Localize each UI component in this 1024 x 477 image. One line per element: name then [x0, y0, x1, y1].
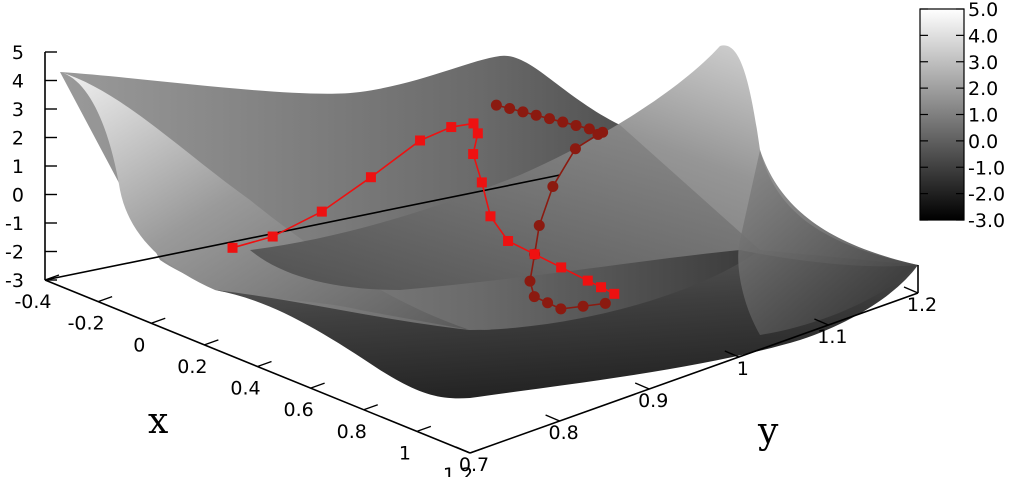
series-point — [472, 128, 483, 139]
series-point — [599, 297, 611, 309]
x-tick-label: 1 — [399, 442, 411, 464]
y-ticks: 0.7 0.8 0.9 1 1.1 1.2 — [455, 286, 937, 476]
x-ticks: -0.4 -0.2 0 0.2 0.4 0.6 0.8 1 1.2 — [14, 274, 485, 477]
x-tick-label: 1.2 — [443, 464, 473, 477]
y-tick-mark — [724, 350, 740, 358]
colorbar-tick-label: 3.0 — [968, 52, 998, 74]
colorbar-ticks: 5.0 4.0 3.0 2.0 1.0 0.0 -1.0 -2.0 -3.0 — [920, 0, 1005, 232]
y-tick-mark — [903, 286, 919, 294]
y-tick-label: 0.9 — [638, 390, 668, 412]
series-point — [547, 180, 559, 192]
x-tick-label: 0.2 — [177, 356, 207, 378]
y-axis-line — [469, 292, 919, 454]
series-point — [542, 297, 554, 309]
series-point — [365, 172, 376, 183]
series-point — [503, 235, 514, 246]
surface — [60, 45, 918, 399]
series-point — [468, 118, 479, 129]
back-axis-line — [44, 174, 561, 281]
series-point — [543, 113, 555, 125]
series-point — [577, 300, 589, 312]
series-point — [530, 109, 542, 121]
series-point — [528, 291, 540, 303]
z-tick-label: 1 — [12, 156, 24, 178]
z-tick-label: 5 — [12, 42, 24, 64]
y-tick-mark — [545, 414, 560, 422]
z-tick-label: 4 — [12, 71, 24, 93]
y-tick-label: 1 — [737, 358, 749, 380]
y-tick-mark — [455, 446, 471, 454]
series-point — [476, 177, 487, 188]
z-tick-label: -3 — [5, 270, 24, 292]
series-point — [555, 303, 567, 315]
y-tick-mark — [634, 382, 650, 390]
y-tick-label: 1.2 — [907, 294, 937, 316]
x-tick-mark — [44, 274, 60, 281]
z-tick-label: -1 — [5, 213, 24, 235]
series-point — [533, 220, 545, 232]
x-tick-label: 0.6 — [284, 399, 314, 421]
x-tick-mark — [469, 447, 485, 454]
series-point — [485, 211, 496, 222]
colorbar-tick-label: 2.0 — [968, 78, 998, 100]
colorbar-tick-label: -3.0 — [968, 210, 1005, 232]
y-tick-mark — [814, 318, 829, 326]
colorbar-tick-label: -2.0 — [968, 184, 1005, 206]
colorbar-tick-label: 4.0 — [968, 25, 998, 47]
colorbar: 5.0 4.0 3.0 2.0 1.0 0.0 -1.0 -2.0 -3.0 — [919, 0, 1005, 232]
series-point — [583, 123, 595, 135]
x-tick-mark — [310, 382, 325, 389]
series-point — [609, 288, 620, 299]
x-tick-label: 0.8 — [337, 421, 367, 443]
series-point — [529, 249, 540, 260]
z-tick-label: -2 — [5, 242, 24, 264]
colorbar-tick-label: -1.0 — [968, 157, 1005, 179]
series-point — [517, 106, 529, 118]
z-tick-label: 3 — [12, 99, 24, 121]
surface-left-slope — [60, 72, 470, 330]
y-axis-title: y — [757, 411, 779, 452]
series-point — [227, 242, 238, 253]
series-point — [267, 231, 278, 242]
x-axis-title: x — [148, 401, 168, 442]
colorbar-tick-label: 5.0 — [968, 0, 998, 21]
x-tick-mark — [416, 425, 432, 433]
series-point — [316, 206, 327, 217]
y-tick-label: 1.1 — [817, 326, 847, 348]
series-point — [446, 122, 457, 133]
x-tick-mark — [204, 339, 219, 346]
z-tick-label: 2 — [12, 128, 24, 150]
series-point — [415, 135, 426, 146]
colorbar-tick-label: 0.0 — [968, 131, 998, 153]
series-point — [592, 128, 604, 140]
y-tick-label: 0.8 — [548, 422, 578, 444]
series-point — [569, 143, 581, 155]
series-point — [570, 119, 582, 131]
series-point — [468, 149, 479, 160]
x-tick-label: 0.4 — [230, 378, 260, 400]
z-ticks: -3 -2 -1 0 1 2 3 4 5 — [5, 42, 57, 292]
series-point — [596, 282, 607, 293]
series-point — [504, 102, 516, 114]
x-tick-mark — [151, 317, 166, 324]
y-tick-label: 0.7 — [459, 454, 489, 476]
series-layer — [227, 99, 620, 315]
x-tick-mark — [257, 360, 272, 368]
x-tick-label: -0.4 — [14, 291, 51, 313]
series-point — [490, 99, 502, 111]
series-point — [557, 116, 569, 128]
x-tick-label: 0 — [133, 334, 145, 356]
surface-right-slope — [738, 150, 918, 335]
x-tick-mark — [363, 404, 378, 411]
x-tick-label: -0.2 — [68, 313, 105, 335]
colorbar-tick-label: 1.0 — [968, 105, 998, 127]
z-tick-label: 0 — [12, 185, 24, 207]
x-tick-mark — [97, 295, 113, 303]
series-point — [556, 262, 567, 273]
series-point — [524, 275, 536, 287]
series-point — [582, 275, 593, 286]
